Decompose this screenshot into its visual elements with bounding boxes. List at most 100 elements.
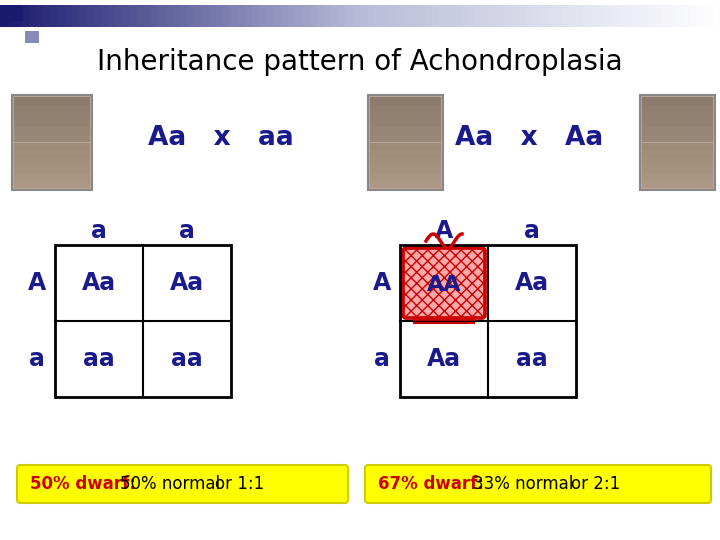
Text: Aa   x   Aa: Aa x Aa bbox=[455, 125, 603, 151]
Bar bbox=[526, 5, 534, 27]
Text: a: a bbox=[524, 219, 540, 243]
Bar bbox=[490, 5, 498, 27]
Text: Aa: Aa bbox=[82, 271, 116, 295]
Bar bbox=[642, 180, 713, 188]
Text: aa: aa bbox=[83, 347, 115, 371]
Bar bbox=[475, 5, 483, 27]
Bar bbox=[642, 127, 713, 135]
Bar bbox=[655, 5, 663, 27]
Bar bbox=[684, 5, 692, 27]
Bar bbox=[547, 5, 555, 27]
Text: a: a bbox=[179, 219, 195, 243]
Bar bbox=[583, 5, 591, 27]
Bar bbox=[245, 5, 253, 27]
Bar bbox=[14, 127, 90, 135]
Bar bbox=[418, 5, 426, 27]
Bar bbox=[180, 5, 188, 27]
Text: 67% dwarf:: 67% dwarf: bbox=[378, 475, 484, 493]
Bar bbox=[648, 5, 656, 27]
Bar bbox=[5, 5, 23, 21]
Bar bbox=[331, 5, 339, 27]
Bar bbox=[223, 5, 231, 27]
Text: a: a bbox=[374, 347, 390, 371]
Bar bbox=[94, 5, 102, 27]
Bar bbox=[533, 5, 541, 27]
Bar bbox=[446, 5, 454, 27]
Bar bbox=[14, 158, 90, 165]
Bar bbox=[209, 5, 217, 27]
Text: Aa: Aa bbox=[515, 271, 549, 295]
Bar bbox=[266, 5, 274, 27]
Bar bbox=[310, 5, 318, 27]
Bar bbox=[511, 5, 519, 27]
Bar bbox=[642, 143, 713, 150]
Text: 50% dwarf:: 50% dwarf: bbox=[30, 475, 136, 493]
Bar bbox=[22, 5, 30, 27]
Bar bbox=[230, 5, 238, 27]
Bar bbox=[324, 5, 332, 27]
Bar bbox=[691, 5, 699, 27]
Bar bbox=[43, 5, 51, 27]
Bar bbox=[670, 5, 678, 27]
Bar bbox=[281, 5, 289, 27]
Bar bbox=[144, 5, 152, 27]
Bar bbox=[368, 95, 443, 190]
Bar bbox=[642, 97, 713, 105]
Bar bbox=[576, 5, 584, 27]
Bar bbox=[497, 5, 505, 27]
Bar bbox=[396, 5, 404, 27]
Bar bbox=[677, 5, 685, 27]
Bar bbox=[14, 135, 90, 143]
Text: or 2:1: or 2:1 bbox=[571, 475, 620, 493]
Bar bbox=[425, 5, 433, 27]
Bar bbox=[518, 5, 526, 27]
Bar bbox=[370, 127, 441, 135]
Bar bbox=[58, 5, 66, 27]
Bar bbox=[130, 5, 138, 27]
Bar bbox=[14, 97, 90, 105]
Bar bbox=[626, 5, 634, 27]
Bar bbox=[29, 5, 37, 27]
Bar bbox=[374, 5, 382, 27]
Bar bbox=[370, 135, 441, 143]
Bar bbox=[612, 5, 620, 27]
Bar bbox=[642, 120, 713, 127]
FancyBboxPatch shape bbox=[403, 248, 485, 318]
Bar bbox=[12, 95, 92, 190]
Bar bbox=[410, 5, 418, 27]
Bar bbox=[7, 5, 15, 27]
Bar bbox=[706, 5, 714, 27]
Bar bbox=[25, 31, 39, 43]
Text: Aa: Aa bbox=[427, 347, 461, 371]
Bar bbox=[605, 5, 613, 27]
Bar bbox=[72, 5, 80, 27]
Bar bbox=[569, 5, 577, 27]
Bar bbox=[642, 105, 713, 112]
Bar bbox=[554, 5, 562, 27]
Bar bbox=[640, 95, 715, 190]
Bar bbox=[50, 5, 58, 27]
Bar bbox=[158, 5, 166, 27]
Bar bbox=[252, 5, 260, 27]
Bar bbox=[173, 5, 181, 27]
Bar bbox=[187, 5, 195, 27]
Bar bbox=[122, 5, 130, 27]
Bar bbox=[642, 135, 713, 143]
Bar bbox=[482, 5, 490, 27]
Bar bbox=[370, 105, 441, 112]
Bar bbox=[698, 5, 706, 27]
Bar bbox=[137, 5, 145, 27]
Text: aa: aa bbox=[516, 347, 548, 371]
Bar bbox=[642, 165, 713, 173]
Text: Inheritance pattern of Achondroplasia: Inheritance pattern of Achondroplasia bbox=[97, 48, 623, 76]
Bar bbox=[382, 5, 390, 27]
Bar bbox=[439, 5, 447, 27]
Bar bbox=[14, 180, 90, 188]
Bar bbox=[400, 245, 576, 397]
Text: aa: aa bbox=[171, 347, 203, 371]
Text: AA: AA bbox=[427, 275, 462, 295]
Bar bbox=[370, 112, 441, 120]
Bar bbox=[14, 150, 90, 158]
Text: A: A bbox=[373, 271, 391, 295]
Bar bbox=[468, 5, 476, 27]
